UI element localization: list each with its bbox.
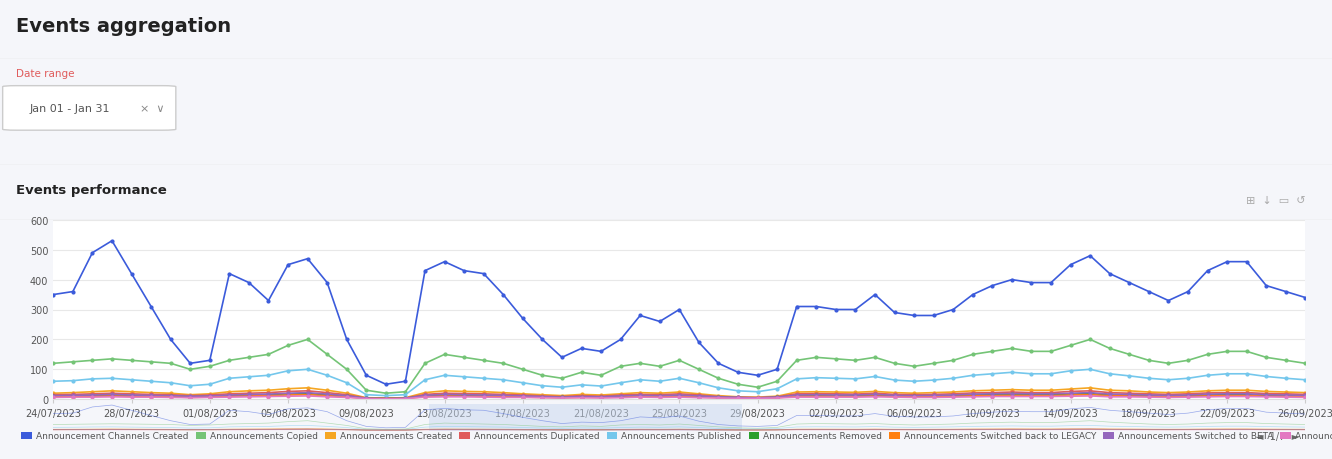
Text: Events aggregation: Events aggregation — [16, 17, 232, 36]
Text: ◄  1/7  ►: ◄ 1/7 ► — [1256, 431, 1299, 441]
FancyBboxPatch shape — [3, 86, 176, 131]
Bar — [429, 404, 742, 431]
Text: Date range: Date range — [16, 68, 75, 78]
Text: ×  ∨: × ∨ — [140, 104, 164, 114]
Legend: Announcement Channels Created, Announcements Copied, Announcements Created, Anno: Announcement Channels Created, Announcem… — [17, 428, 1332, 444]
Text: Jan 01 - Jan 31: Jan 01 - Jan 31 — [29, 104, 109, 114]
Text: Events performance: Events performance — [16, 184, 166, 196]
Text: ⊞  ↓  ▭  ↺: ⊞ ↓ ▭ ↺ — [1245, 196, 1305, 206]
